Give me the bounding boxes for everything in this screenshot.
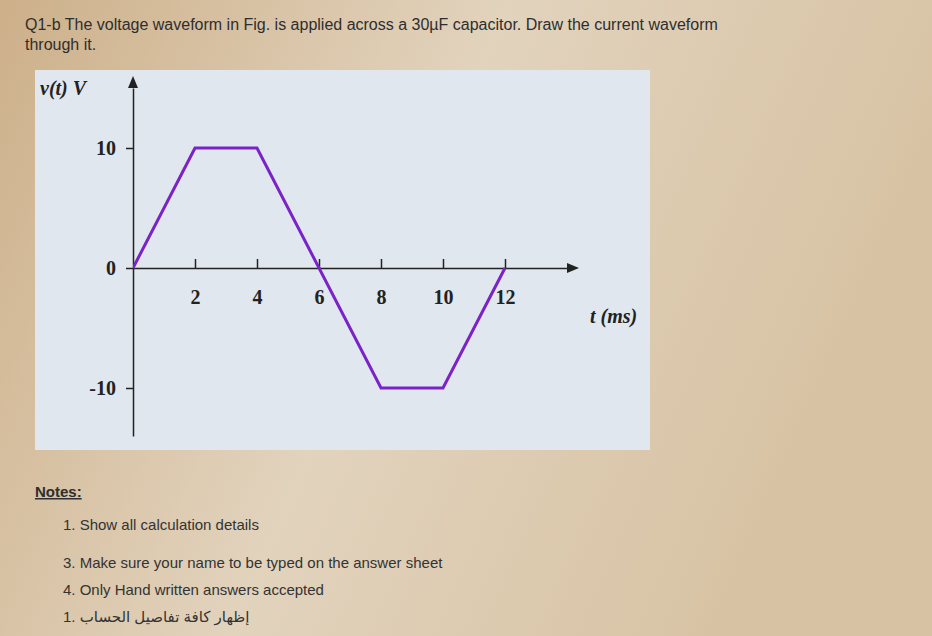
x-tick-mark	[195, 259, 197, 268]
question-text: Q1-b The voltage waveform in Fig. is app…	[25, 16, 718, 33]
note-item: 1. إظهار كافة تفاصيل الحساب	[63, 608, 249, 626]
x-tick-label: 4	[253, 286, 263, 308]
x-tick-label: 6	[315, 286, 325, 308]
x-tick-mark	[505, 259, 507, 268]
figure-panel	[35, 70, 650, 450]
x-tick: 2	[191, 259, 201, 308]
x-tick-mark	[381, 259, 383, 268]
x-tick-label: 10	[434, 286, 454, 308]
x-tick-mark	[443, 259, 445, 268]
notes-title: Notes:	[35, 483, 82, 500]
y-tick-label: 10	[96, 137, 116, 159]
y-arrow	[128, 76, 138, 88]
y-axis-line	[133, 89, 135, 437]
x-tick: 4	[253, 259, 263, 308]
x-tick: 8	[377, 259, 387, 308]
x-axis-title: t (ms)	[590, 305, 637, 328]
x-arrow	[567, 263, 579, 273]
x-axis-line	[134, 268, 568, 270]
note-item: 1. Show all calculation details	[63, 516, 259, 533]
x-tick-label: 2	[191, 286, 201, 308]
y-tick: -10	[89, 377, 133, 399]
y-tick: 10	[96, 137, 133, 159]
x-tick: 10	[434, 259, 454, 308]
y-tick-label: 0	[106, 257, 116, 279]
x-axis: 2 4 6 8 10 12	[134, 259, 568, 308]
y-tick-mark	[126, 388, 133, 390]
note-item: 3. Make sure your name to be typed on th…	[63, 554, 443, 571]
y-axis-title: v(t) V	[40, 77, 88, 100]
x-tick-mark	[257, 259, 259, 268]
plot-area	[133, 148, 505, 388]
page: Q1-b The voltage waveform in Fig. is app…	[0, 0, 932, 636]
voltage-line	[133, 148, 505, 388]
note-item: 4. Only Hand written answers accepted	[63, 581, 324, 598]
y-tick-label: -10	[89, 377, 116, 399]
background	[0, 0, 932, 636]
x-tick-label: 12	[496, 286, 516, 308]
question-text: through it.	[25, 36, 96, 53]
y-tick-mark	[126, 268, 133, 270]
y-axis: -10 0 10	[89, 89, 133, 437]
x-tick-label: 8	[377, 286, 387, 308]
y-tick: 0	[106, 257, 133, 279]
y-tick-mark	[126, 148, 133, 150]
